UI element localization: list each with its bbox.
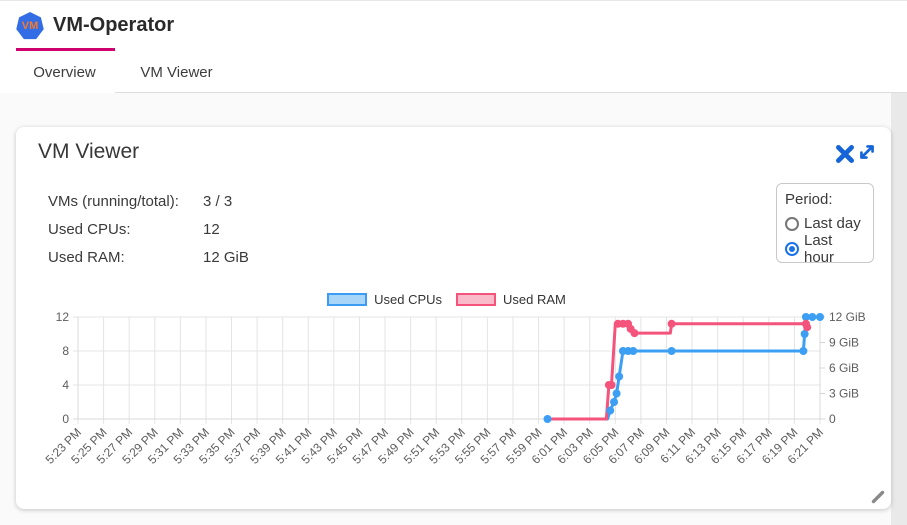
legend-swatch-used-ram [456,293,497,306]
svg-text:4: 4 [62,378,69,392]
close-icon[interactable] [835,144,855,164]
chart-legend: Used CPUs Used RAM [16,292,891,307]
card-title: VM Viewer [38,140,140,163]
vm-stats: VMs (running/total): 3 / 3 Used CPUs: 12… [48,187,249,271]
app-header: VM VM-Operator [0,1,907,51]
resize-handle-icon[interactable] [870,489,886,505]
app-title: VM-Operator [53,14,175,36]
vm-viewer-card: VM Viewer VMs (running/total): 3 / 3 Use… [16,127,891,509]
stat-row-vms: VMs (running/total): 3 / 3 [48,187,249,215]
legend-swatch-used-cpus [327,293,368,306]
svg-text:12: 12 [56,310,70,324]
stat-value: 12 GiB [203,248,249,266]
svg-text:0: 0 [62,412,69,426]
page-top-border [0,0,907,1]
radio-option-last-hour[interactable]: Last hour [785,232,865,266]
svg-text:12 GiB: 12 GiB [829,310,866,324]
legend-label-used-ram: Used RAM [503,292,566,307]
active-tab-indicator [16,48,115,51]
stat-label: VMs (running/total): [48,192,179,210]
stat-row-ram: Used RAM: 12 GiB [48,243,249,271]
stat-row-cpus: Used CPUs: 12 [48,215,249,243]
stat-label: Used CPUs: [48,220,131,238]
expand-icon[interactable] [857,142,877,162]
svg-text:3 GiB: 3 GiB [829,387,859,401]
usage-line-chart: 5:23 PM5:25 PM5:27 PM5:29 PM5:31 PM5:33 … [43,310,866,467]
period-selector: Period: Last day Last hour [776,183,874,266]
period-label: Period: [785,191,833,208]
stat-value: 3 / 3 [203,192,233,210]
svg-text:6 GiB: 6 GiB [829,361,859,375]
tab-bar-border [115,92,907,93]
radio-option-last-day[interactable]: Last day [785,211,865,236]
svg-text:0: 0 [829,412,836,426]
radio-label: Last day [804,215,861,232]
stat-label: Used RAM: [48,248,125,266]
app-logo-icon: VM [16,12,44,40]
radio-icon[interactable] [785,241,799,256]
legend-label-used-cpus: Used CPUs [374,292,443,307]
vertical-scrollbar[interactable] [891,93,907,525]
stat-value: 12 [203,220,220,238]
tab-overview[interactable]: Overview [14,51,115,93]
radio-icon[interactable] [785,216,799,231]
svg-text:9 GiB: 9 GiB [829,336,859,350]
svg-text:8: 8 [62,344,69,358]
radio-label: Last hour [804,231,835,266]
tab-vm-viewer[interactable]: VM Viewer [115,51,238,93]
